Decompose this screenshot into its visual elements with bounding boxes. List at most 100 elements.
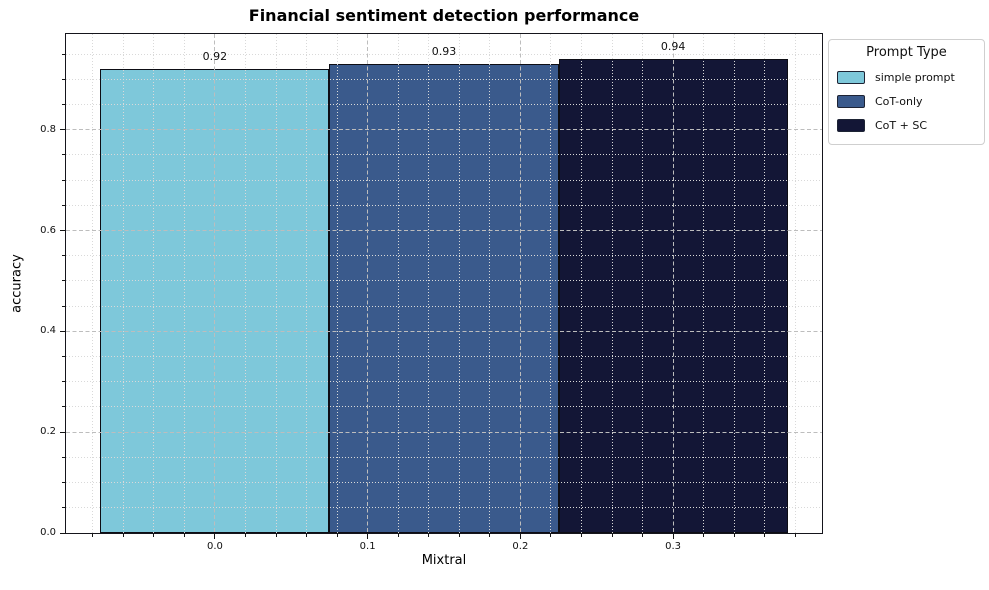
y-minor-gridline [66,456,822,458]
y-minor-tick [62,154,65,156]
x-tick-label: 0.2 [512,541,529,552]
x-minor-tick [703,534,705,537]
x-minor-gridline [764,34,766,533]
y-major-gridline [66,230,822,232]
plot-area: 0.92 0.93 0.94 [65,33,823,534]
x-minor-gridline [244,34,246,533]
x-minor-tick [336,534,338,537]
y-minor-tick [62,507,65,509]
x-minor-tick [794,534,796,537]
y-minor-gridline [66,78,822,80]
x-minor-tick [92,534,94,537]
y-major-tick [60,129,65,131]
y-tick-label: 0.0 [40,527,56,538]
x-minor-gridline [428,34,430,533]
x-minor-tick [733,534,735,537]
x-minor-tick [764,534,766,537]
legend-label: CoT + SC [875,118,928,132]
y-minor-tick [62,78,65,80]
x-minor-gridline [306,34,308,533]
x-minor-gridline [580,34,582,533]
y-minor-gridline [66,406,822,408]
y-major-tick [60,532,65,534]
legend-swatch-cot-sc [837,118,865,132]
x-major-tick [672,534,674,539]
x-major-gridline [519,34,521,533]
x-minor-gridline [275,34,277,533]
x-minor-gridline [733,34,735,533]
x-minor-tick [153,534,155,537]
x-minor-tick [244,534,246,537]
y-minor-tick [62,356,65,358]
y-minor-tick [62,204,65,206]
x-minor-tick [183,534,185,537]
legend-swatch-simple-prompt [837,70,865,84]
x-minor-gridline [703,34,705,533]
grid-layer [66,34,822,533]
y-minor-tick [62,406,65,408]
y-major-tick [60,230,65,232]
y-major-tick [60,431,65,433]
y-major-tick [60,330,65,332]
x-minor-gridline [458,34,460,533]
legend: Prompt Type simple prompt CoT-only CoT +… [828,39,985,145]
y-tick-label: 0.2 [40,426,56,438]
chart-title: Financial sentiment detection performanc… [248,6,640,25]
y-minor-gridline [66,104,822,106]
x-minor-tick [458,534,460,537]
x-minor-gridline [183,34,185,533]
y-minor-gridline [66,356,822,358]
x-major-tick [367,534,369,539]
x-minor-tick [306,534,308,537]
legend-swatch-cot-only [837,94,865,108]
x-tick-label: 0.3 [665,541,682,552]
y-minor-gridline [66,305,822,307]
x-major-tick [214,534,216,539]
legend-label: simple prompt [875,70,955,84]
x-major-gridline [367,34,369,533]
legend-entry-cot-sc: CoT + SC [837,113,976,137]
x-minor-gridline [153,34,155,533]
y-minor-tick [62,255,65,257]
x-minor-gridline [611,34,613,533]
y-tick-label: 0.6 [40,224,56,236]
bar-value-label: 0.93 [431,45,457,59]
x-minor-tick [428,534,430,537]
y-minor-tick [62,280,65,282]
x-minor-tick [580,534,582,537]
x-minor-gridline [397,34,399,533]
legend-label: CoT-only [875,94,923,108]
legend-entry-simple-prompt: simple prompt [837,65,976,89]
x-minor-tick [122,534,124,537]
x-minor-gridline [489,34,491,533]
legend-title: Prompt Type [866,45,947,60]
x-major-gridline [214,34,216,533]
y-minor-gridline [66,204,822,206]
bar-annotations-layer: 0.92 0.93 0.94 [66,34,822,533]
x-minor-gridline [336,34,338,533]
x-minor-gridline [550,34,552,533]
x-minor-tick [397,534,399,537]
y-minor-gridline [66,280,822,282]
y-minor-tick [62,53,65,55]
y-axis-label: accuracy [9,254,25,313]
x-minor-gridline [642,34,644,533]
x-minor-gridline [794,34,796,533]
x-minor-tick [642,534,644,537]
x-minor-tick [275,534,277,537]
legend-entry-cot-only: CoT-only [837,89,976,113]
x-minor-gridline [122,34,124,533]
x-minor-tick [489,534,491,537]
y-tick-label: 0.8 [40,123,56,135]
y-minor-gridline [66,255,822,257]
y-major-gridline [66,330,822,332]
x-tick-label: 0.0 [206,541,223,552]
y-minor-tick [62,482,65,484]
x-major-gridline [672,34,674,533]
y-minor-tick [62,381,65,383]
y-minor-gridline [66,179,822,181]
x-minor-tick [611,534,613,537]
y-minor-tick [62,104,65,106]
y-major-gridline [66,129,822,131]
